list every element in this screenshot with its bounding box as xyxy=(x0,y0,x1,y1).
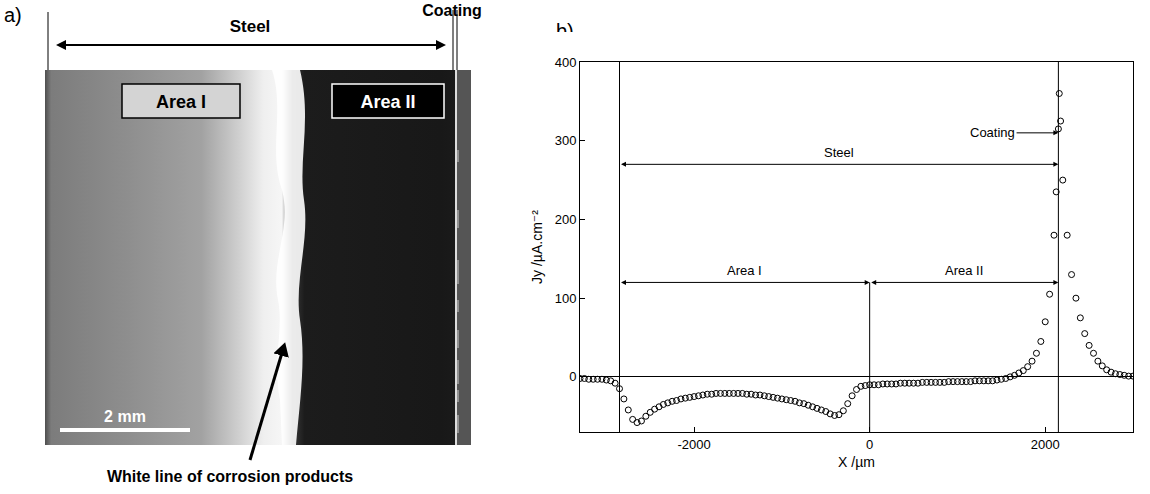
svg-text:-2000: -2000 xyxy=(677,437,710,452)
svg-text:Jy /µA.cm⁻²: Jy /µA.cm⁻² xyxy=(529,210,545,284)
svg-text:Area I: Area I xyxy=(156,92,206,112)
svg-text:White line of corrosion produc: White line of corrosion products xyxy=(107,468,353,485)
svg-text:0: 0 xyxy=(866,437,873,452)
svg-text:Area II: Area II xyxy=(945,263,983,278)
svg-text:0: 0 xyxy=(569,369,576,384)
svg-text:Steel: Steel xyxy=(230,17,271,36)
svg-text:Area I: Area I xyxy=(727,263,762,278)
svg-text:Steel: Steel xyxy=(824,145,854,160)
svg-text:X /µm: X /µm xyxy=(838,454,875,470)
svg-text:Coating: Coating xyxy=(970,125,1015,140)
svg-text:Coating: Coating xyxy=(422,2,482,19)
svg-text:2000: 2000 xyxy=(1031,437,1060,452)
svg-text:a): a) xyxy=(4,4,22,26)
svg-text:300: 300 xyxy=(555,133,577,148)
svg-text:Area II: Area II xyxy=(360,92,415,112)
svg-text:2 mm: 2 mm xyxy=(104,408,146,425)
svg-text:400: 400 xyxy=(555,55,577,70)
svg-text:200: 200 xyxy=(555,212,577,227)
html-text:b): b) xyxy=(556,20,574,42)
svg-text:100: 100 xyxy=(555,291,577,306)
